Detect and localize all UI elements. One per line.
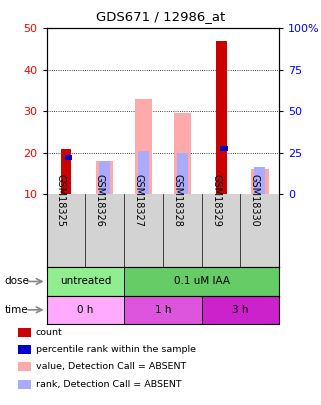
Bar (177, 153, 188, 194)
Bar (138, 151, 149, 194)
Text: GSM18327: GSM18327 (134, 174, 143, 227)
Bar (216, 41, 227, 194)
Text: count: count (36, 328, 63, 337)
Bar (47, 267, 124, 296)
Bar (135, 99, 152, 194)
Text: 0 h: 0 h (77, 305, 93, 315)
Text: 0.1 uM IAA: 0.1 uM IAA (174, 277, 230, 286)
Text: GSM18326: GSM18326 (95, 174, 105, 227)
Bar (47, 296, 124, 324)
Text: percentile rank within the sample: percentile rank within the sample (36, 345, 196, 354)
Bar (251, 169, 269, 194)
Bar (99, 161, 110, 194)
Text: time: time (5, 305, 29, 315)
Text: GSM18328: GSM18328 (172, 174, 182, 227)
Text: GDS671 / 12986_at: GDS671 / 12986_at (96, 10, 225, 23)
Text: 1 h: 1 h (155, 305, 171, 315)
Text: untreated: untreated (60, 277, 111, 286)
Bar (124, 267, 279, 296)
Bar (124, 296, 202, 324)
Bar (202, 296, 279, 324)
Text: 3 h: 3 h (232, 305, 249, 315)
Bar (65, 155, 73, 160)
Bar (96, 161, 113, 194)
Text: GSM18329: GSM18329 (211, 174, 221, 227)
Bar (255, 167, 265, 194)
Text: value, Detection Call = ABSENT: value, Detection Call = ABSENT (36, 362, 186, 371)
Text: rank, Detection Call = ABSENT: rank, Detection Call = ABSENT (36, 380, 182, 389)
Bar (60, 149, 71, 194)
Text: GSM18325: GSM18325 (56, 174, 66, 227)
Text: dose: dose (5, 277, 30, 286)
Bar (174, 113, 191, 194)
Bar (220, 146, 228, 151)
Text: GSM18330: GSM18330 (250, 174, 260, 227)
